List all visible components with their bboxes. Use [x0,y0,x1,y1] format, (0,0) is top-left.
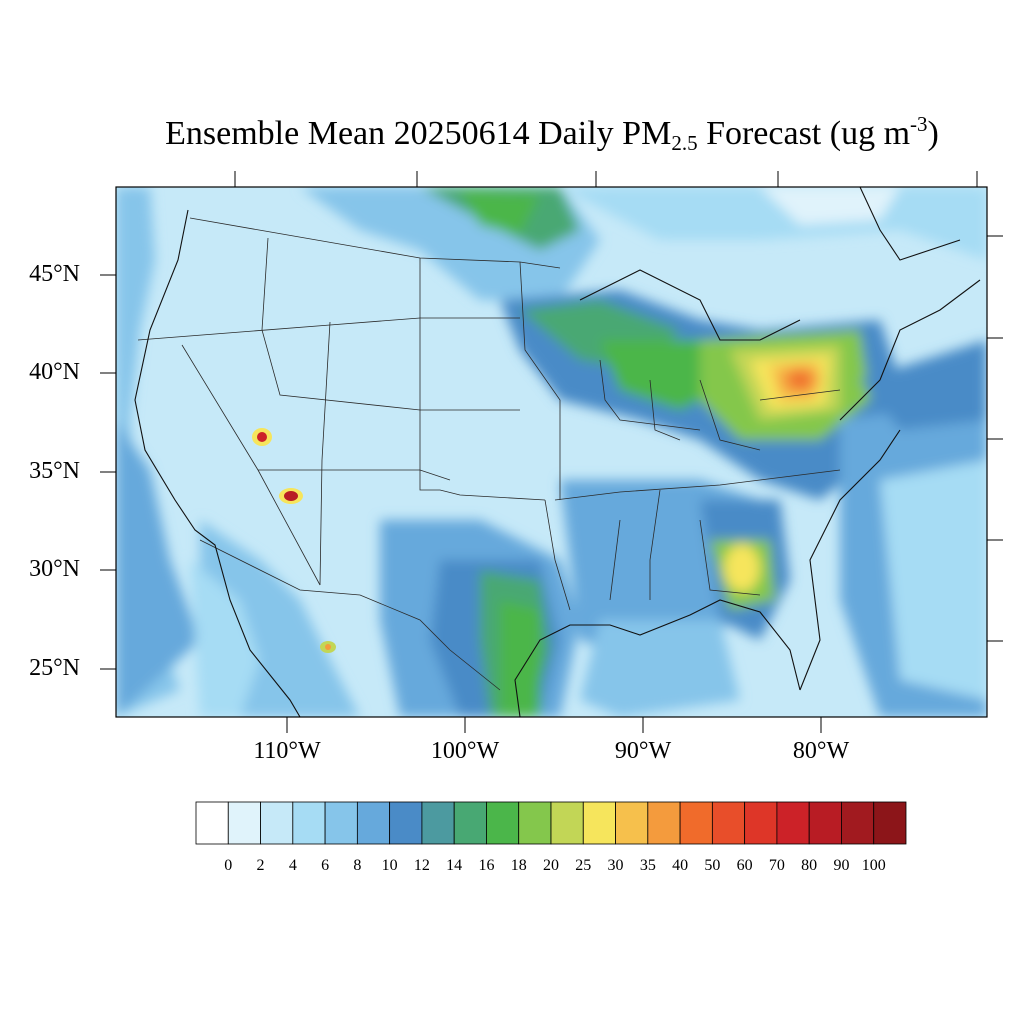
colorbar-swatch [324,801,358,845]
hotspot-utah-core [257,432,267,442]
title-main-text: Ensemble Mean 20250614 Daily PM [165,115,672,152]
colorbar-level-label: 10 [382,857,398,874]
colorbar-swatch [421,801,455,845]
coastline [134,187,981,717]
hotspot-arizona-core [284,491,298,501]
lat-label-35: 35°N [29,458,80,484]
colorbar-level-label: 0 [224,857,232,874]
map-title: Ensemble Mean 20250614 Daily PM2.5 Forec… [0,112,1024,156]
colorbar-level-label: 70 [769,857,785,874]
lon-label-80w: 80°W [792,738,850,764]
colorbar-swatch [518,801,552,845]
colorbar-swatch [615,801,649,845]
colorbar-level-label: 6 [321,857,329,874]
colorbar-level-label: 8 [353,857,361,874]
colorbar-level-label: 50 [704,857,720,874]
colorbar-level-label: 2 [257,857,265,874]
concentration-field [116,187,987,717]
colorbar-swatch [679,801,713,845]
colorbar-swatch [582,801,616,845]
lat-label-45: 45°N [29,261,80,287]
top-ticks [234,171,978,187]
colorbar-swatch [647,801,681,845]
bottom-ticks [286,717,822,733]
colorbar-level-label: 18 [511,857,527,874]
colorbar-level-label: 12 [414,857,430,874]
lon-label-90w: 90°W [614,738,672,764]
colorbar-swatch [776,801,810,845]
colorbar-level-label: 35 [640,857,656,874]
title-units-text: Forecast (ug m [697,115,911,152]
lat-label-30: 30°N [29,556,80,582]
colorbar-swatch [260,801,294,845]
colorbar-swatch [550,801,584,845]
colorbar-swatch [873,801,907,845]
lat-label-25: 25°N [29,655,80,681]
colorbar-level-label: 14 [446,857,462,874]
lat-label-40: 40°N [29,359,80,385]
colorbar-swatch [808,801,842,845]
colorbar-swatch [356,801,391,845]
colorbar-level-label: 30 [608,857,624,874]
hotspot-mexico-core [325,644,331,650]
colorbar-swatch [195,801,229,845]
colorbar-level-label: 90 [833,857,849,874]
map-frame [115,186,988,718]
colorbar-level-label: 25 [575,857,591,874]
colorbar-level-label: 100 [862,857,886,874]
colorbar-level-label: 40 [672,857,688,874]
colorbar-level-label: 16 [478,857,494,874]
colorbar-swatch [486,801,520,845]
colorbar: 0 2 4 6 8 10 12 14 16 18 20 25 30 35 40 50 60 70 80 90 100 [195,801,907,874]
colorbar-swatch [841,801,875,845]
colorbar-swatch [389,801,423,845]
right-ticks [987,235,1003,642]
title-close-paren: ) [927,115,939,152]
title-superscript: -3 [910,112,928,136]
colorbar-swatch [227,801,261,845]
left-ticks [100,274,116,670]
colorbar-swatch [711,801,746,845]
lon-label-100w: 100°W [430,738,500,764]
title-subscript: 2.5 [671,131,698,155]
colorbar-swatch [453,801,487,845]
colorbar-level-label: 4 [289,857,297,874]
colorbar-level-label: 80 [801,857,817,874]
colorbar-swatch [744,801,778,845]
lon-label-110w: 110°W [253,738,321,764]
colorbar-level-label: 60 [737,857,753,874]
colorbar-level-label: 20 [543,857,559,874]
colorbar-swatch [292,801,326,845]
political-boundaries [137,217,841,691]
